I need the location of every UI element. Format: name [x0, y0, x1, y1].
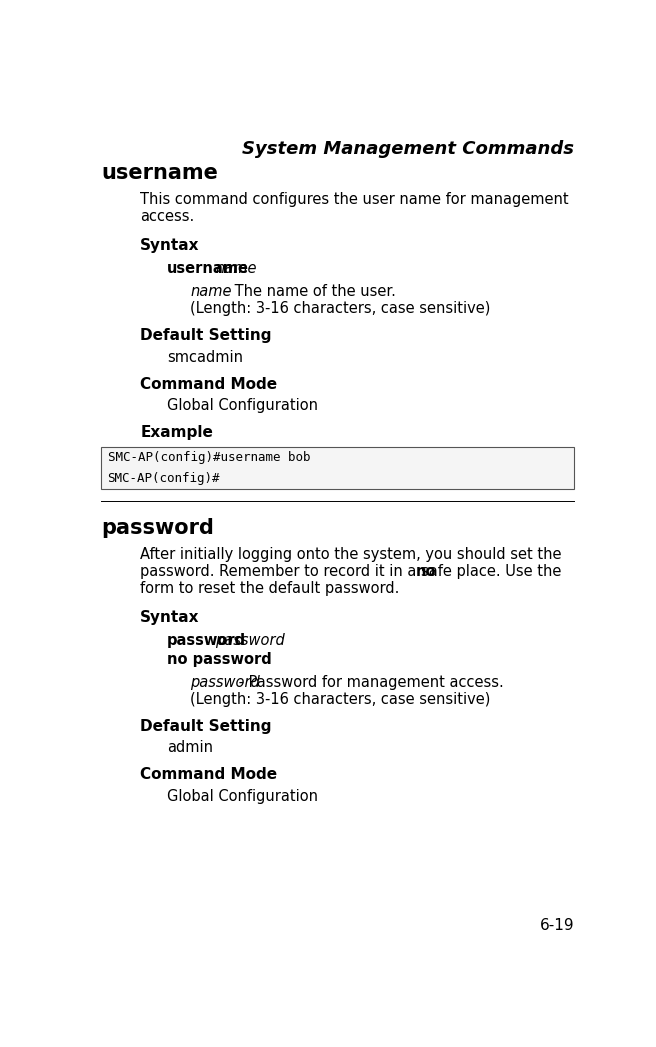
Text: username: username	[102, 162, 218, 182]
Text: form to reset the default password.: form to reset the default password.	[140, 581, 400, 596]
Text: (Length: 3-16 characters, case sensitive): (Length: 3-16 characters, case sensitive…	[190, 302, 491, 316]
Text: Command Mode: Command Mode	[140, 377, 277, 392]
Text: Global Configuration: Global Configuration	[167, 398, 318, 414]
Text: Syntax: Syntax	[140, 238, 199, 253]
Text: Command Mode: Command Mode	[140, 767, 277, 782]
Text: access.: access.	[140, 208, 194, 224]
Text: - Password for management access.: - Password for management access.	[234, 674, 504, 690]
Text: - The name of the user.: - The name of the user.	[220, 284, 396, 299]
Text: password: password	[215, 633, 285, 648]
Text: no: no	[416, 563, 437, 579]
Text: password: password	[190, 674, 260, 690]
Text: Syntax: Syntax	[140, 610, 199, 625]
Text: Global Configuration: Global Configuration	[167, 788, 318, 804]
Text: Example: Example	[140, 425, 213, 440]
Text: password: password	[102, 517, 215, 537]
Text: SMC-AP(config)#: SMC-AP(config)#	[108, 472, 220, 485]
Text: smcadmin: smcadmin	[167, 350, 243, 364]
Text: password: password	[167, 633, 247, 648]
Text: name: name	[190, 284, 232, 299]
Text: admin: admin	[167, 740, 213, 755]
Text: name: name	[215, 261, 256, 276]
Text: 6-19: 6-19	[539, 918, 574, 933]
Text: no password: no password	[167, 651, 272, 667]
Text: Default Setting: Default Setting	[140, 718, 272, 734]
Text: This command configures the user name for management: This command configures the user name fo…	[140, 192, 569, 207]
FancyBboxPatch shape	[102, 447, 574, 489]
Text: SMC-AP(config)#username bob: SMC-AP(config)#username bob	[108, 451, 310, 465]
Text: After initially logging onto the system, you should set the: After initially logging onto the system,…	[140, 547, 562, 562]
Text: username: username	[167, 261, 249, 276]
Text: Default Setting: Default Setting	[140, 328, 272, 343]
Text: System Management Commands: System Management Commands	[242, 139, 574, 157]
Text: (Length: 3-16 characters, case sensitive): (Length: 3-16 characters, case sensitive…	[190, 692, 491, 707]
Text: password. Remember to record it in a safe place. Use the: password. Remember to record it in a saf…	[140, 563, 566, 579]
